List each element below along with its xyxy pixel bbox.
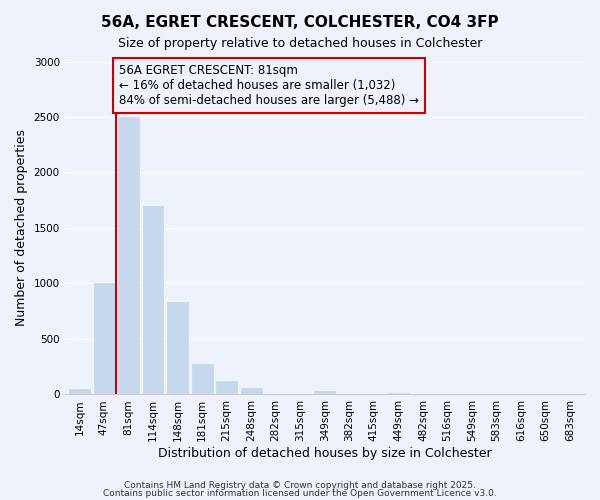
X-axis label: Distribution of detached houses by size in Colchester: Distribution of detached houses by size …: [158, 447, 491, 460]
Bar: [118, 117, 139, 394]
Text: Contains public sector information licensed under the Open Government Licence v3: Contains public sector information licen…: [103, 489, 497, 498]
Bar: [241, 388, 262, 394]
Y-axis label: Number of detached properties: Number of detached properties: [15, 130, 28, 326]
Bar: [69, 389, 90, 394]
Text: Size of property relative to detached houses in Colchester: Size of property relative to detached ho…: [118, 38, 482, 51]
Bar: [314, 391, 335, 394]
Bar: [143, 206, 163, 394]
Bar: [216, 380, 237, 394]
Bar: [94, 284, 115, 395]
Bar: [191, 364, 212, 394]
Bar: [167, 302, 188, 394]
Bar: [388, 393, 409, 394]
Text: 56A EGRET CRESCENT: 81sqm
← 16% of detached houses are smaller (1,032)
84% of se: 56A EGRET CRESCENT: 81sqm ← 16% of detac…: [119, 64, 419, 106]
Text: 56A, EGRET CRESCENT, COLCHESTER, CO4 3FP: 56A, EGRET CRESCENT, COLCHESTER, CO4 3FP: [101, 15, 499, 30]
Text: Contains HM Land Registry data © Crown copyright and database right 2025.: Contains HM Land Registry data © Crown c…: [124, 480, 476, 490]
